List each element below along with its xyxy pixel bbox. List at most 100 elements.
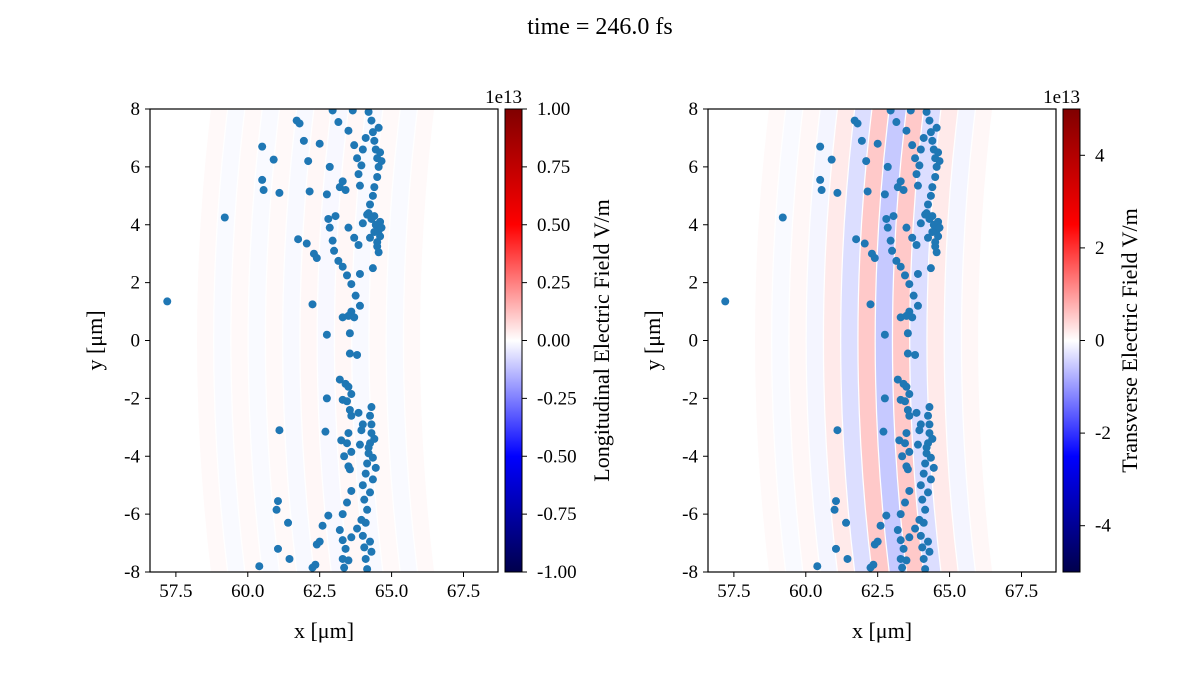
particle-point <box>355 269 364 278</box>
particle-point <box>892 118 901 127</box>
particle-point <box>925 547 934 556</box>
left-panel: 57.5 60.0 62.5 65.0 67.5 -8 -6 -4 -2 0 2 4 6 8 x [μm] y… <box>82 87 614 643</box>
particle-point <box>721 297 730 306</box>
x-tick-label: 65.0 <box>933 581 966 602</box>
particle-point <box>833 426 842 435</box>
particle-point <box>909 291 918 300</box>
particle-point <box>817 186 826 195</box>
colorbar-tick-label: -4 <box>1095 516 1111 537</box>
y-tick-label: -4 <box>682 446 698 467</box>
particle-point <box>366 537 375 546</box>
particle-point <box>902 556 911 565</box>
x-axis-label: x [μm] <box>294 618 354 643</box>
particle-point <box>880 190 889 199</box>
particle-point <box>916 481 925 490</box>
particle-point <box>831 544 840 553</box>
particle-point <box>831 497 840 506</box>
colorbar-label: Longitudinal Electric Field V/m <box>589 199 614 482</box>
particle-point <box>916 145 925 154</box>
x-tick-label: 60.0 <box>789 581 822 602</box>
particle-point <box>896 536 905 545</box>
particle-point <box>367 403 376 412</box>
particle-point <box>934 148 943 157</box>
particle-point <box>366 488 375 497</box>
particle-point <box>905 447 914 456</box>
particle-point <box>816 175 825 184</box>
particle-point <box>903 329 912 338</box>
y-tick-label: -8 <box>124 562 140 583</box>
particle-point <box>924 233 933 242</box>
particle-point <box>272 505 281 514</box>
particle-point <box>926 453 935 462</box>
particle-point <box>335 375 344 384</box>
particle-point <box>340 563 349 572</box>
particle-point <box>338 177 347 186</box>
particle-point <box>358 145 367 154</box>
y-tick-label: -6 <box>124 504 140 525</box>
particle-point <box>347 280 356 289</box>
particle-point <box>924 411 933 420</box>
particle-point <box>778 213 787 222</box>
y-tick-label: 4 <box>131 215 141 236</box>
particle-point <box>370 136 379 145</box>
particle-point <box>366 233 375 242</box>
particle-point <box>925 403 934 412</box>
particle-point <box>921 210 930 219</box>
particle-point <box>347 411 356 420</box>
particle-point <box>328 109 337 115</box>
particle-point <box>370 434 379 443</box>
particle-point <box>353 350 362 359</box>
colorbar-tick-label: -1.00 <box>537 562 577 583</box>
y-tick-label: 0 <box>131 331 141 352</box>
colorbar-tick-label: 0.75 <box>537 157 570 178</box>
x-tick-label: 67.5 <box>447 581 480 602</box>
particle-point <box>163 297 172 306</box>
colorbar-tick-label: 4 <box>1095 145 1105 166</box>
y-tick-label: -2 <box>124 388 140 409</box>
particle-point <box>345 349 354 358</box>
particle-point <box>354 170 363 179</box>
particle-point <box>918 495 927 504</box>
particle-point <box>901 271 910 280</box>
particle-point <box>354 241 363 250</box>
particle-point <box>913 440 922 449</box>
particle-point <box>315 139 324 148</box>
particle-point <box>367 547 376 556</box>
particle-point <box>926 128 935 137</box>
particle-point <box>919 554 928 563</box>
particle-point <box>898 452 907 461</box>
particle-point <box>338 510 347 519</box>
particle-point <box>905 390 914 399</box>
particle-series <box>721 109 944 572</box>
particle-point <box>355 301 364 310</box>
particle-point <box>304 157 313 166</box>
particle-point <box>350 141 359 150</box>
particle-point <box>377 223 386 232</box>
particle-point <box>295 119 304 128</box>
particle-point <box>325 162 334 171</box>
particle-point <box>350 313 359 322</box>
particle-point <box>338 536 347 545</box>
particle-point <box>338 262 347 271</box>
particle-point <box>368 191 377 200</box>
particle-point <box>896 395 905 404</box>
particle-point <box>347 447 356 456</box>
x-tick-label: 65.0 <box>375 581 408 602</box>
particle-point <box>374 123 383 132</box>
particle-point <box>376 148 385 157</box>
particle-point <box>322 190 331 199</box>
particle-point <box>893 526 902 535</box>
particle-point <box>377 157 386 166</box>
particle-point <box>348 109 357 115</box>
particle-point <box>843 554 852 563</box>
particle-point <box>886 236 895 245</box>
particle-point <box>299 136 308 145</box>
particle-point <box>302 239 311 248</box>
particle-point <box>358 531 367 540</box>
particle-point <box>903 349 912 358</box>
field-stripe <box>841 109 872 572</box>
particle-point <box>345 329 354 338</box>
particle-point <box>879 427 888 436</box>
